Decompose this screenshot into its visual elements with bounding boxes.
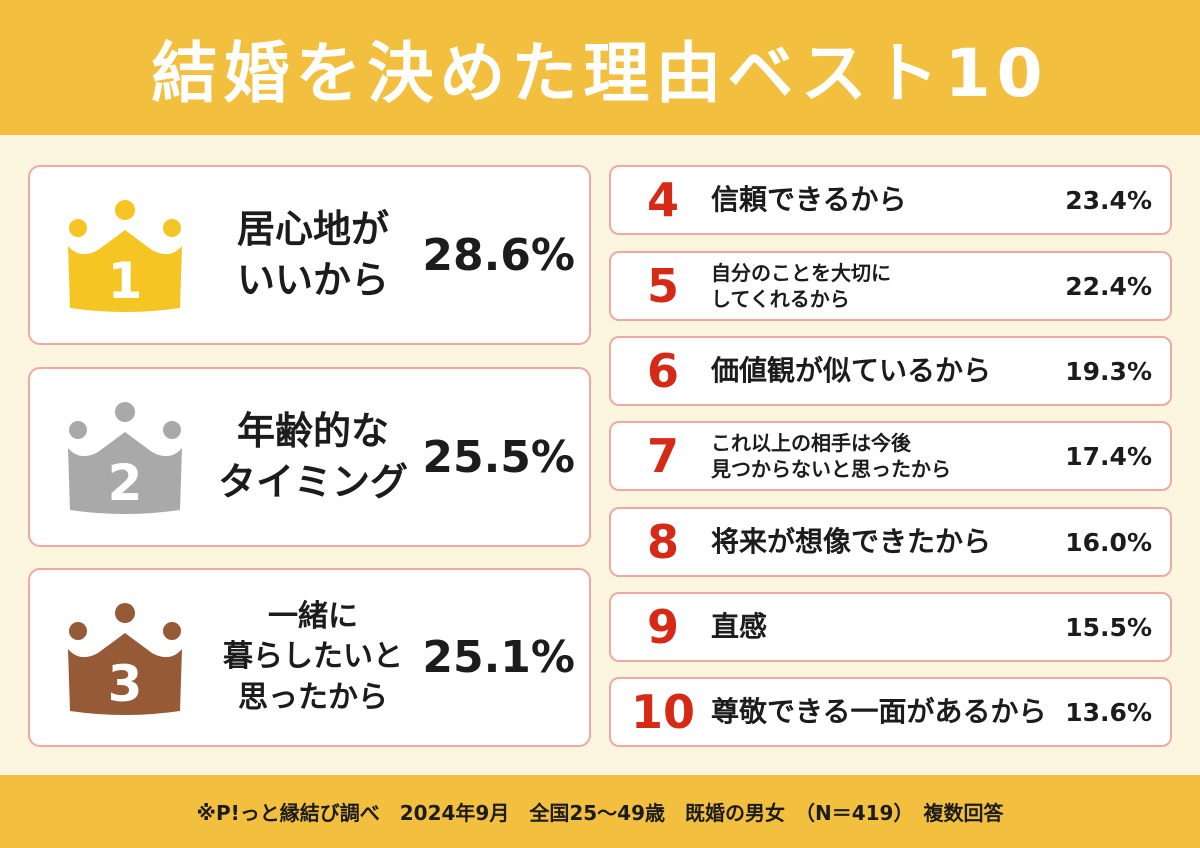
crown-jewel-2: [115, 200, 135, 220]
reason-line: 見つからないと思ったから: [711, 457, 951, 481]
reason-line: 信頼できるから: [711, 183, 907, 216]
reason-label: 価値観が似ているから: [711, 338, 1041, 404]
reason-line: 居心地が: [236, 206, 389, 251]
reason-line: 自分のことを大切に: [711, 261, 891, 285]
rank-number: 4: [646, 173, 679, 227]
reason-line: 思ったから: [238, 679, 388, 715]
reason-line: 直感: [711, 610, 768, 643]
rank-card-9: 9 直感 15.5%: [609, 592, 1172, 662]
rank-number: 8: [646, 515, 679, 569]
crown-rank-number: 1: [108, 252, 143, 310]
crown-jewel-1: [69, 421, 87, 439]
rank-number: 10: [630, 685, 695, 739]
crown-body: [68, 432, 182, 514]
reason-label: 居心地が いいから: [198, 167, 428, 343]
rank-card-4: 4 信頼できるから 23.4%: [609, 165, 1172, 235]
survey-footnote: ※P!っと縁結び調べ 2024年9月 全国25～49歳 既婚の男女 （N＝419…: [196, 801, 1004, 825]
percentage-value: 25.5%: [422, 431, 575, 483]
rank-card-2: 2 年齢的な タイミング 25.5%: [28, 367, 591, 547]
rank-card-6: 6 価値観が似ているから 19.3%: [609, 336, 1172, 406]
reason-line: いいから: [236, 258, 389, 302]
rank-number: 7: [646, 429, 679, 483]
rank-card-7: 7 これ以上の相手は今後 見つからないと思ったから 17.4%: [609, 421, 1172, 491]
silver-crown-icon: 2: [68, 402, 182, 514]
rank-card-8: 8 将来が想像できたから 16.0%: [609, 507, 1172, 577]
percentage-value: 25.1%: [422, 632, 575, 683]
crown-body: [68, 230, 182, 312]
crown-rank-number: 2: [108, 454, 143, 512]
percentage-value: 15.5%: [1065, 612, 1152, 642]
reason-label: 自分のことを大切に してくれるから: [711, 253, 1041, 319]
crown-jewel-1: [69, 219, 87, 237]
percentage-value: 16.0%: [1065, 527, 1152, 557]
crown-jewel-2: [115, 402, 135, 422]
crown-jewel-2: [115, 602, 135, 623]
reason-line: タイミング: [217, 460, 408, 504]
reason-line: 尊敬できる一面があるから: [711, 695, 1047, 728]
reason-line: 暮らしたいと: [223, 639, 403, 675]
crown-jewel-1: [69, 621, 87, 640]
header-banner: 結婚を決めた理由ベスト10: [0, 0, 1200, 135]
crown-jewel-3: [163, 421, 181, 439]
rank-card-10: 10 尊敬できる一面があるから 13.6%: [609, 677, 1172, 747]
gold-crown-icon: 1: [68, 200, 182, 312]
crown-rank-number: 3: [108, 655, 143, 713]
reason-line: これ以上の相手は今後: [711, 431, 911, 455]
reason-line: 年齢的な: [236, 408, 389, 453]
rank-card-3: 3 一緒に 暮らしたいと 思ったから 25.1%: [28, 568, 591, 747]
reason-label: 尊敬できる一面があるから: [711, 679, 1047, 745]
percentage-value: 28.6%: [422, 229, 575, 281]
rank-number: 6: [646, 344, 679, 398]
crown-jewel-3: [163, 219, 181, 237]
footer-banner: ※P!っと縁結び調べ 2024年9月 全国25～49歳 既婚の男女 （N＝419…: [0, 775, 1200, 848]
reason-line: 価値観が似ているから: [711, 354, 992, 387]
percentage-value: 17.4%: [1065, 441, 1152, 471]
page-title: 結婚を決めた理由ベスト10: [151, 34, 1049, 112]
percentage-value: 13.6%: [1065, 697, 1152, 727]
crown-body: [68, 632, 182, 715]
reason-label: 直感: [711, 594, 1041, 660]
crown-jewel-3: [163, 621, 181, 640]
reason-label: 信頼できるから: [711, 167, 1041, 233]
rank-number: 5: [646, 259, 679, 313]
reason-line: 一緒に: [268, 598, 358, 634]
reason-label: 将来が想像できたから: [711, 509, 1041, 575]
reason-line: 将来が想像できたから: [711, 525, 992, 558]
reason-label: これ以上の相手は今後 見つからないと思ったから: [711, 423, 1041, 489]
bronze-crown-icon: 3: [68, 602, 182, 715]
percentage-value: 22.4%: [1065, 271, 1152, 301]
percentage-value: 19.3%: [1065, 356, 1152, 386]
reason-line: してくれるから: [711, 287, 850, 311]
rank-number: 9: [646, 600, 679, 654]
percentage-value: 23.4%: [1065, 185, 1152, 215]
rank-card-1: 1 居心地が いいから 28.6%: [28, 165, 591, 345]
reason-label: 一緒に暮らしたいと 思ったから: [198, 570, 428, 745]
rank-card-5: 5 自分のことを大切に してくれるから 22.4%: [609, 251, 1172, 321]
reason-label: 年齢的な タイミング: [198, 369, 428, 545]
